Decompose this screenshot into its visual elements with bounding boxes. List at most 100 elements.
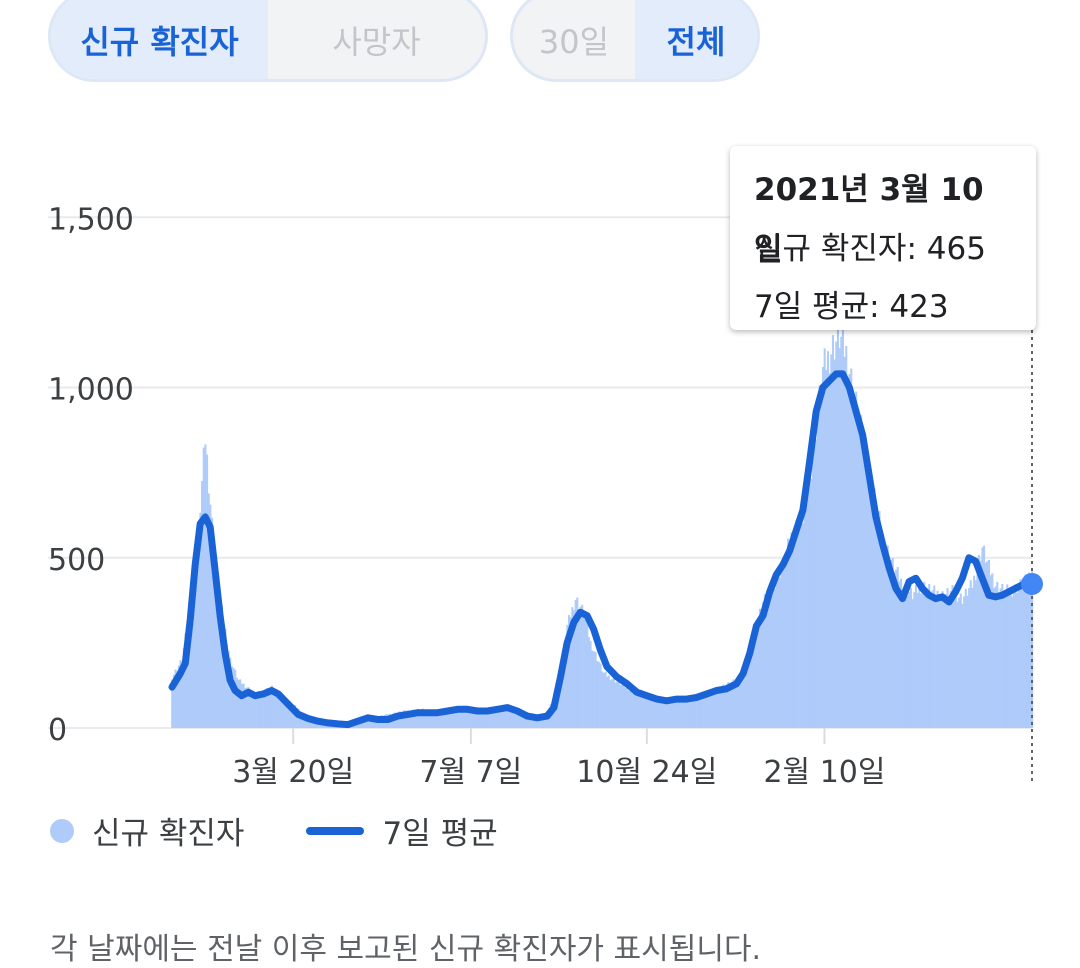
case-bar	[956, 601, 959, 728]
case-bar	[496, 708, 499, 728]
case-bar	[709, 689, 712, 728]
case-bar	[357, 721, 360, 728]
case-bar	[865, 469, 868, 728]
case-bar	[416, 708, 419, 728]
case-bar	[720, 686, 723, 728]
case-bar	[513, 708, 516, 728]
case-bar	[984, 562, 987, 728]
case-bar	[1002, 594, 1006, 728]
case-bar	[808, 470, 811, 728]
case-bar	[184, 633, 187, 728]
case-bar	[619, 685, 622, 728]
case-bar	[783, 563, 786, 728]
case-bar	[740, 674, 743, 728]
legend-average-label: 7일 평균	[382, 816, 498, 852]
case-bar	[888, 562, 891, 728]
case-bar	[217, 595, 220, 728]
case-bar	[938, 600, 941, 728]
case-bar	[212, 548, 215, 728]
case-bar	[400, 712, 403, 728]
case-bar	[704, 692, 707, 728]
case-bar	[406, 710, 409, 728]
case-bar	[835, 341, 838, 728]
case-bar	[451, 709, 454, 728]
toggle-all-time[interactable]: 전체	[635, 0, 757, 79]
case-bar	[1012, 590, 1015, 728]
case-bar	[214, 557, 217, 728]
case-bar	[533, 714, 536, 728]
case-bar	[237, 679, 240, 728]
case-bar	[186, 628, 189, 728]
footnote: 각 날짜에는 전날 이후 보고된 신규 확진자가 표시됩니다.	[50, 932, 762, 967]
case-bar	[914, 584, 918, 728]
case-bar	[929, 594, 932, 728]
case-bar	[1027, 572, 1030, 728]
case-bar	[873, 488, 876, 728]
case-bar	[845, 345, 848, 728]
case-bar	[725, 684, 728, 728]
case-bar	[279, 693, 282, 728]
case-bar	[508, 707, 511, 728]
case-bar	[687, 698, 690, 728]
case-bar	[793, 530, 796, 728]
case-bar	[730, 681, 733, 728]
case-bar	[727, 681, 730, 728]
hover-marker	[1021, 330, 1043, 785]
toggle-deaths[interactable]: 사망자	[332, 23, 421, 61]
case-bar	[657, 698, 660, 728]
case-bar	[622, 683, 625, 728]
case-bar	[486, 710, 489, 728]
case-bar	[524, 712, 527, 728]
case-bar	[642, 695, 645, 728]
case-bar	[420, 709, 423, 728]
case-bar	[650, 698, 654, 728]
case-bar	[187, 613, 190, 728]
case-bar	[206, 454, 209, 728]
case-bar	[562, 644, 566, 728]
case-bar	[227, 650, 230, 728]
toggle-30-days[interactable]: 30일	[538, 23, 610, 61]
case-bar	[848, 374, 851, 728]
case-bar	[750, 636, 753, 728]
case-bar	[863, 441, 866, 728]
y-tick-label: 500	[48, 543, 105, 578]
case-bar	[189, 608, 192, 728]
cases-chart[interactable]: 0 500 1,000 1,500 3월 20일 7월 7일 10월 24일 2월 10일	[0, 0, 1080, 800]
range-toggle-group: 30일 전체	[510, 0, 760, 82]
case-bar	[267, 690, 270, 728]
case-bar	[944, 594, 947, 728]
case-bar	[909, 588, 913, 728]
case-bar	[546, 712, 549, 728]
case-bar	[425, 709, 428, 728]
case-bar	[803, 504, 806, 728]
case-bar	[264, 690, 267, 728]
case-bar	[245, 687, 248, 728]
case-bar	[1017, 586, 1020, 728]
case-bar	[255, 692, 258, 728]
case-bar	[611, 679, 614, 728]
case-bar	[637, 695, 640, 728]
case-bar	[179, 660, 182, 728]
case-bar	[235, 677, 238, 728]
case-bar	[702, 694, 705, 728]
case-bar	[621, 684, 624, 728]
case-bar	[360, 720, 363, 728]
case-bar	[805, 484, 808, 728]
case-bar	[994, 586, 997, 728]
case-bar	[596, 660, 599, 728]
case-bar	[474, 707, 478, 728]
toggle-new-cases[interactable]: 신규 확진자	[51, 0, 268, 79]
case-bar	[717, 687, 720, 728]
case-bar	[458, 707, 461, 728]
case-bar	[964, 588, 967, 728]
case-bar	[589, 641, 592, 728]
case-bar	[674, 700, 677, 728]
case-bar	[229, 657, 232, 728]
case-bar	[455, 709, 458, 728]
case-bar	[989, 575, 992, 728]
case-bar	[436, 711, 439, 728]
case-bar	[481, 709, 484, 728]
case-bar	[363, 720, 366, 728]
case-bar	[242, 683, 245, 728]
case-bar	[277, 693, 280, 728]
